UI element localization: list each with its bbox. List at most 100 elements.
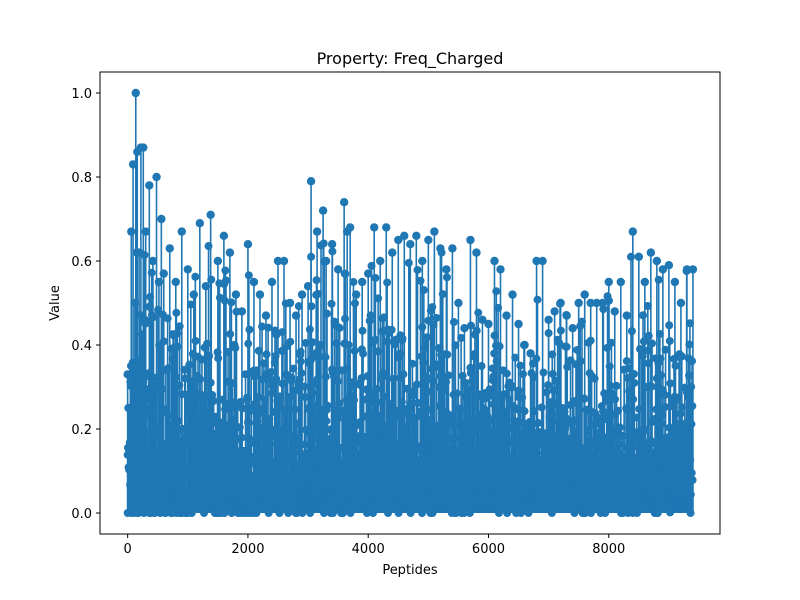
- stem-marker: [605, 296, 614, 305]
- stem-marker: [423, 333, 432, 342]
- stem-marker: [267, 389, 276, 398]
- stem-marker: [412, 380, 421, 389]
- stem-marker: [590, 374, 599, 383]
- stem-marker: [279, 256, 289, 266]
- stem-marker: [485, 494, 494, 503]
- stem-marker: [400, 231, 409, 240]
- stem-marker: [291, 441, 300, 450]
- stem-marker: [580, 494, 589, 503]
- stem-marker: [313, 289, 322, 298]
- stem-marker: [236, 469, 245, 478]
- stem-marker: [145, 181, 154, 190]
- stem-marker: [598, 298, 607, 308]
- stem-marker: [310, 413, 319, 422]
- stem-marker: [533, 295, 542, 304]
- stem-marker: [656, 354, 665, 363]
- stem-marker: [205, 407, 214, 416]
- stem-marker: [244, 339, 253, 348]
- stem-marker: [355, 418, 364, 427]
- stem-marker: [346, 509, 355, 517]
- stem-marker: [225, 457, 234, 466]
- stem-marker: [477, 362, 486, 371]
- stem-marker: [128, 463, 137, 472]
- stem-marker: [248, 501, 257, 510]
- stem-marker: [421, 379, 430, 388]
- stem-marker: [544, 381, 553, 390]
- stem-marker: [271, 351, 280, 360]
- stem-marker: [502, 407, 511, 416]
- stem-marker: [343, 364, 352, 373]
- stem-marker: [295, 375, 304, 384]
- stem-marker: [213, 256, 223, 266]
- stem-marker: [219, 450, 228, 459]
- stem-marker: [652, 256, 662, 266]
- stem-marker: [446, 434, 455, 443]
- stem-marker: [247, 406, 256, 415]
- stem-marker: [316, 340, 325, 349]
- stem-marker: [406, 240, 415, 249]
- stem-marker: [502, 495, 511, 504]
- stem-marker: [520, 480, 529, 489]
- stem-marker: [468, 376, 477, 385]
- stem-marker: [548, 350, 557, 359]
- stem-marker: [221, 266, 230, 275]
- stem-marker: [419, 286, 428, 295]
- stem-marker: [254, 444, 263, 453]
- stem-marker: [644, 346, 653, 355]
- stem-marker: [203, 420, 212, 429]
- stem-marker: [173, 342, 182, 351]
- stem-marker: [676, 298, 686, 308]
- stem-marker: [354, 469, 363, 478]
- stem-marker: [544, 315, 553, 324]
- stem-marker: [307, 388, 316, 397]
- stem-marker: [626, 444, 635, 453]
- stem-marker: [139, 477, 148, 486]
- stem-marker: [148, 404, 157, 413]
- stem-marker: [644, 331, 653, 340]
- stem-marker: [685, 340, 694, 349]
- stem-marker: [335, 323, 344, 332]
- stem-marker: [524, 509, 533, 517]
- stem-marker: [300, 440, 309, 449]
- stem-marker: [643, 474, 652, 483]
- stem-marker: [430, 227, 439, 236]
- stem-marker: [653, 509, 662, 517]
- stem-marker: [570, 427, 579, 436]
- stem-marker: [342, 443, 351, 452]
- stem-marker: [435, 401, 444, 410]
- stem-marker: [686, 456, 695, 465]
- stem-marker: [351, 290, 361, 299]
- stem-marker: [661, 402, 670, 411]
- stem-marker: [236, 397, 245, 406]
- stem-marker: [586, 336, 595, 345]
- stem-marker: [501, 480, 510, 489]
- stem-marker: [412, 231, 421, 240]
- stem-marker: [262, 350, 271, 359]
- stem-marker: [549, 386, 558, 395]
- y-tick-label: 1.0: [71, 87, 92, 102]
- stem-marker: [528, 420, 537, 429]
- stem-marker: [551, 486, 560, 495]
- stem-marker: [270, 358, 279, 367]
- stem-marker: [427, 471, 436, 480]
- stem-marker: [612, 381, 621, 390]
- stem-marker: [424, 235, 433, 245]
- stem-marker: [157, 496, 166, 505]
- stem-marker: [301, 338, 310, 347]
- stem-marker: [649, 465, 658, 474]
- stem-marker: [435, 496, 444, 505]
- stem-marker: [156, 344, 165, 353]
- stem-marker: [488, 364, 497, 373]
- stem-marker: [199, 426, 208, 435]
- stem-marker: [603, 409, 612, 418]
- stem-marker: [532, 354, 541, 363]
- stem-marker: [601, 433, 610, 442]
- stem-marker: [442, 265, 451, 274]
- stem-marker: [490, 256, 499, 266]
- stem-marker: [447, 493, 456, 502]
- stem-marker: [428, 303, 437, 312]
- stem-marker: [376, 256, 385, 266]
- stem-marker: [318, 206, 328, 215]
- stem-marker: [243, 393, 252, 402]
- stem-marker: [142, 412, 151, 421]
